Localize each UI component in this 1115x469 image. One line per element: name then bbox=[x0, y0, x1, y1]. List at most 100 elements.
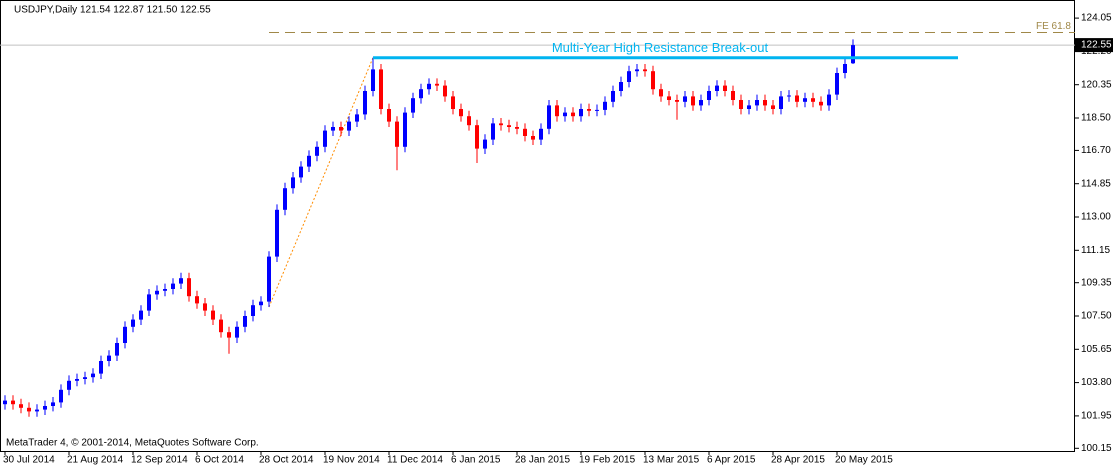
candle-body bbox=[395, 121, 399, 147]
candle-body bbox=[235, 326, 239, 338]
candle-body bbox=[83, 377, 87, 379]
last-price-box bbox=[1075, 38, 1113, 53]
candle-body bbox=[51, 402, 55, 406]
candle-body bbox=[819, 101, 823, 106]
candle-body bbox=[539, 128, 543, 140]
candle-body bbox=[659, 89, 663, 97]
y-tick-label: 120.35 bbox=[1081, 79, 1112, 90]
candle-body bbox=[251, 305, 255, 316]
candle-body bbox=[43, 406, 47, 410]
candle-body bbox=[435, 83, 439, 86]
candle-body bbox=[547, 105, 551, 129]
candle-body bbox=[651, 71, 655, 90]
y-tick-label: 103.80 bbox=[1081, 377, 1112, 388]
candle-body bbox=[747, 105, 751, 109]
candle-body bbox=[107, 355, 111, 361]
candle-body bbox=[203, 303, 207, 311]
x-tick-label: 30 Jul 2014 bbox=[3, 455, 55, 466]
candle-body bbox=[635, 69, 639, 72]
candle-body bbox=[723, 85, 727, 91]
candle-body bbox=[491, 123, 495, 140]
x-tick-label: 19 Nov 2014 bbox=[323, 455, 380, 466]
candle-body bbox=[523, 128, 527, 136]
plot-frame bbox=[0, 0, 1075, 452]
x-tick-label: 21 Aug 2014 bbox=[67, 455, 124, 466]
candle-body bbox=[139, 310, 143, 320]
candle-body bbox=[851, 45, 855, 64]
candle-body bbox=[755, 100, 759, 106]
x-tick-label: 12 Sep 2014 bbox=[131, 455, 188, 466]
candle-body bbox=[451, 96, 455, 109]
candle-body bbox=[371, 69, 375, 91]
y-tick-label: 109.35 bbox=[1081, 277, 1112, 288]
y-tick-label: 118.50 bbox=[1081, 113, 1111, 124]
candle-body bbox=[35, 409, 39, 412]
candle-body bbox=[387, 109, 391, 122]
candle-body bbox=[515, 127, 519, 129]
candle-body bbox=[115, 343, 119, 356]
candle-body bbox=[563, 112, 567, 117]
candle-body bbox=[331, 127, 335, 131]
candle-body bbox=[155, 290, 159, 295]
candle-body bbox=[171, 283, 175, 289]
candle-body bbox=[475, 125, 479, 149]
candle-body bbox=[483, 139, 487, 149]
x-tick-label: 13 Mar 2015 bbox=[643, 455, 700, 466]
candle-body bbox=[131, 319, 135, 327]
candle-body bbox=[59, 389, 63, 403]
x-tick-label: 20 May 2015 bbox=[835, 455, 893, 466]
candle-body bbox=[499, 123, 503, 126]
candle-body bbox=[339, 127, 343, 131]
candle-body bbox=[123, 326, 127, 343]
y-tick-label: 100.15 bbox=[1081, 443, 1112, 454]
candle-body bbox=[779, 96, 783, 109]
candle-body bbox=[835, 73, 839, 95]
candle-body bbox=[163, 289, 167, 291]
candle-body bbox=[179, 278, 183, 284]
candle-body bbox=[355, 114, 359, 122]
y-tick-label: 101.95 bbox=[1081, 411, 1112, 422]
chart-title: USDJPY,Daily 121.54 122.87 121.50 122.55 bbox=[14, 5, 211, 16]
candle-body bbox=[715, 85, 719, 91]
candle-body bbox=[619, 82, 623, 91]
candle-body bbox=[267, 256, 271, 302]
candle-body bbox=[443, 85, 447, 97]
y-tick-label: 105.65 bbox=[1081, 344, 1112, 355]
y-tick-label: 124.05 bbox=[1081, 13, 1112, 24]
candle-body bbox=[323, 130, 327, 147]
candle-body bbox=[403, 112, 407, 147]
candle-body bbox=[627, 71, 631, 82]
candle-body bbox=[67, 380, 71, 390]
fe-label: FE 61.8 bbox=[1036, 21, 1071, 32]
candle-body bbox=[707, 91, 711, 100]
x-tick-label: 28 Oct 2014 bbox=[259, 455, 314, 466]
candle-body bbox=[211, 310, 215, 320]
candle-body bbox=[787, 95, 791, 97]
candle-body bbox=[75, 379, 79, 381]
candle-body bbox=[595, 109, 599, 111]
x-tick-label: 6 Jan 2015 bbox=[451, 455, 501, 466]
candle-body bbox=[771, 105, 775, 109]
candle-body bbox=[363, 91, 367, 115]
candle-body bbox=[555, 105, 559, 117]
candle-body bbox=[291, 177, 295, 189]
candle-body bbox=[843, 64, 847, 73]
candle-body bbox=[315, 146, 319, 156]
candle-body bbox=[259, 301, 263, 306]
candle-body bbox=[307, 155, 311, 167]
x-tick-label: 11 Dec 2014 bbox=[387, 455, 443, 466]
candle-body bbox=[507, 125, 511, 127]
candle-body bbox=[579, 109, 583, 117]
candle-body bbox=[283, 188, 287, 210]
candle-body bbox=[667, 96, 671, 100]
candle-body bbox=[347, 121, 351, 131]
candle-body bbox=[147, 294, 151, 311]
candle-body bbox=[763, 100, 767, 106]
candle-body bbox=[795, 95, 799, 102]
y-tick-label: 113.00 bbox=[1081, 212, 1111, 223]
candle-body bbox=[611, 91, 615, 102]
candle-body bbox=[827, 94, 831, 106]
x-tick-label: 6 Apr 2015 bbox=[707, 455, 756, 466]
candle-body bbox=[19, 404, 23, 408]
